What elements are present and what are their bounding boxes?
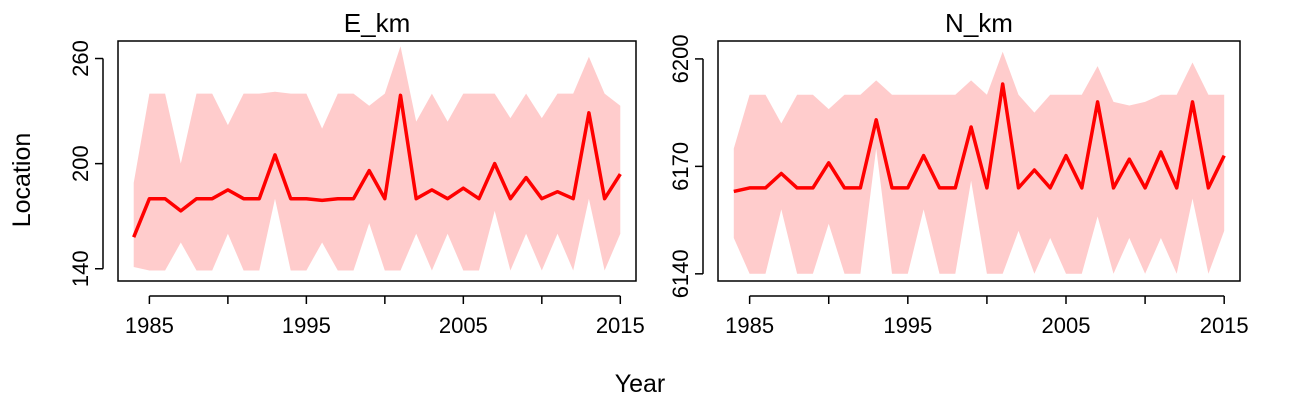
y-tick-label: 140 <box>68 250 93 287</box>
series-line <box>733 82 1226 194</box>
y-tick-label: 6140 <box>668 249 693 298</box>
x-tick-label: 2015 <box>1200 313 1249 338</box>
x-tick-label: 1995 <box>883 313 932 338</box>
panel-n-km: 1985 1995 2005 2015 6140 6170 6200 N_km <box>668 8 1249 338</box>
panel-title: N_km <box>945 8 1013 38</box>
x-tick-label: 2005 <box>1042 313 1091 338</box>
x-tick-label: 2015 <box>596 313 645 338</box>
y-tick-label: 200 <box>68 145 93 182</box>
confidence-band <box>133 46 621 271</box>
panel-e-km: 1985 1995 2005 2015 140 200 260 E_km <box>68 8 645 338</box>
y-tick-label: 6170 <box>668 142 693 191</box>
panel-title: E_km <box>344 8 410 38</box>
y-axis-label: Location <box>8 133 36 228</box>
x-tick-label: 1985 <box>725 313 774 338</box>
x-tick-label: 1985 <box>125 313 174 338</box>
plot-frame <box>117 40 637 282</box>
x-axis-label: Year <box>615 370 666 398</box>
x-tick-label: 2005 <box>439 313 488 338</box>
x-tick-label: 1995 <box>282 313 331 338</box>
plot-frame <box>717 40 1241 282</box>
y-tick-label: 6200 <box>668 34 693 83</box>
series-line <box>132 93 622 238</box>
y-tick-label: 260 <box>68 40 93 77</box>
